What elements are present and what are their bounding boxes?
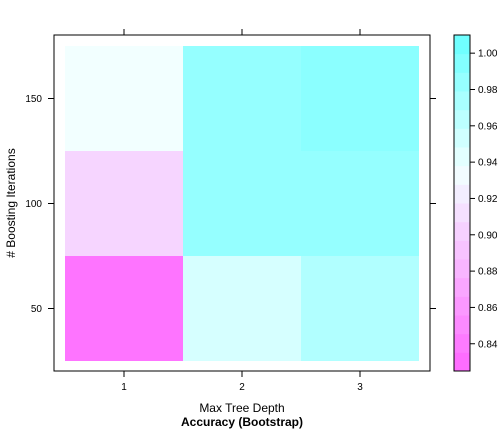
- x-tick-label: 3: [357, 382, 363, 393]
- colorbar-tick-label: 0.90: [478, 230, 498, 241]
- y-axis-title: # Boosting Iterations: [4, 148, 18, 257]
- chart-sublabel: Accuracy (Bootstrap): [181, 415, 303, 429]
- colorbar-ticks: 0.84 0.86 0.88 0.90 0.92 0.94 0.96 0.98 1.00: [470, 49, 498, 351]
- colorbar-band: [454, 184, 470, 203]
- heatmap-cell: [183, 151, 301, 256]
- colorbar-tick-label: 0.88: [478, 267, 498, 278]
- colorbar-band: [454, 315, 470, 334]
- colorbar-band: [454, 147, 470, 166]
- y-tick-label: 150: [25, 94, 42, 105]
- colorbar-band: [454, 91, 470, 110]
- heatmap-cell: [65, 151, 183, 256]
- colorbar-tick-label: 0.96: [478, 121, 498, 132]
- colorbar-band: [454, 240, 470, 259]
- colorbar-band: [454, 334, 470, 353]
- heatmap-cell: [301, 151, 419, 256]
- colorbar-band: [454, 203, 470, 222]
- colorbar-band: [454, 296, 470, 315]
- colorbar-band: [454, 35, 470, 54]
- colorbar-band: [454, 72, 470, 91]
- heatmap-cells: [65, 46, 419, 361]
- colorbar-band: [454, 352, 470, 371]
- colorbar-band: [454, 166, 470, 185]
- x-tick-label: 1: [121, 382, 127, 393]
- x-tick-label: 2: [239, 382, 245, 393]
- heatmap-cell: [301, 256, 419, 361]
- heatmap-cell: [65, 256, 183, 361]
- colorbar-tick-label: 0.86: [478, 303, 498, 314]
- colorbar-tick-label: 0.92: [478, 194, 498, 205]
- heatmap-cell: [65, 46, 183, 151]
- y-tick-label: 50: [31, 304, 43, 315]
- colorbar-band: [454, 110, 470, 129]
- heatmap-cell: [183, 46, 301, 151]
- colorbar-tick-label: 1.00: [478, 49, 498, 60]
- colorbar-band: [454, 128, 470, 147]
- colorbar-band: [454, 278, 470, 297]
- heatmap-cell: [301, 46, 419, 151]
- colorbar-tick-label: 0.84: [478, 339, 498, 350]
- colorbar-tick-label: 0.98: [478, 85, 498, 96]
- x-axis-title: Max Tree Depth: [199, 401, 284, 415]
- colorbar-band: [454, 259, 470, 278]
- heatmap-cell: [183, 256, 301, 361]
- colorbar-tick-label: 0.94: [478, 158, 498, 169]
- colorbar-band: [454, 222, 470, 241]
- colorbar-band: [454, 54, 470, 73]
- y-tick-label: 100: [25, 199, 42, 210]
- colorbar: [454, 35, 470, 372]
